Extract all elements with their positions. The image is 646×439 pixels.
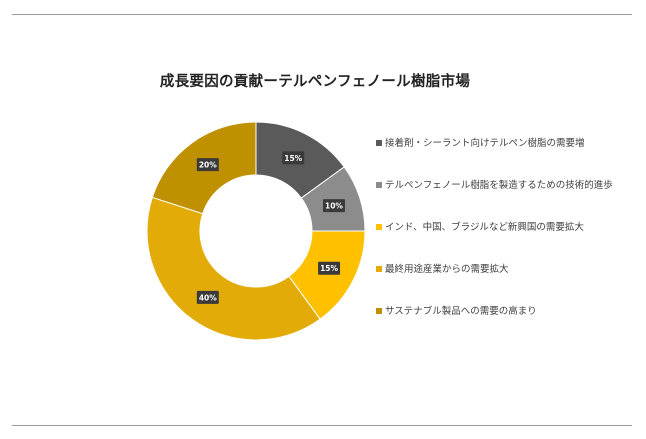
legend-item: 接着剤・シーラント向けテルペン樹脂の需要増: [376, 136, 616, 151]
legend-item: テルペンフェノール樹脂を製造するための技術的進歩: [376, 178, 616, 193]
data-label-text: 40%: [199, 293, 217, 302]
data-label-box: [322, 199, 345, 213]
legend-swatch: [376, 266, 382, 272]
legend-swatch: [376, 224, 382, 230]
legend-item: 最終用途産業からの需要拡大: [376, 262, 616, 277]
legend-label: 接着剤・シーラント向けテルペン樹脂の需要増: [385, 138, 585, 149]
legend-label: 最終用途産業からの需要拡大: [385, 264, 509, 275]
legend-swatch: [376, 140, 382, 146]
data-label-box: [282, 151, 305, 165]
donut-slice: [146, 196, 321, 341]
legend-item: インド、中国、ブラジルなど新興国の需要拡大: [376, 220, 616, 235]
legend-label: サステナブル製品への需要の高まり: [385, 306, 537, 317]
data-label-box: [196, 158, 219, 172]
data-label-text: 20%: [199, 161, 217, 170]
legend-swatch: [376, 182, 382, 188]
legend-item: サステナブル製品への需要の高まり: [376, 304, 616, 319]
top-divider: [12, 14, 632, 15]
data-label: 40%: [196, 290, 219, 304]
data-label: 15%: [318, 261, 341, 275]
data-label-text: 10%: [325, 202, 343, 211]
data-label-box: [196, 290, 219, 304]
legend-label: テルペンフェノール樹脂を製造するための技術的進歩: [385, 180, 613, 191]
legend-swatch: [376, 308, 382, 314]
data-label: 10%: [322, 199, 345, 213]
data-label: 20%: [196, 158, 219, 172]
chart-title: 成長要因の貢献ーテルペンフェノール樹脂市場: [159, 74, 471, 90]
legend-label: インド、中国、ブラジルなど新興国の需要拡大: [385, 222, 584, 233]
data-label: 15%: [282, 151, 305, 165]
data-label-box: [318, 261, 341, 275]
bottom-divider: [12, 425, 632, 426]
data-label-text: 15%: [284, 154, 302, 163]
data-label-text: 15%: [320, 264, 338, 273]
